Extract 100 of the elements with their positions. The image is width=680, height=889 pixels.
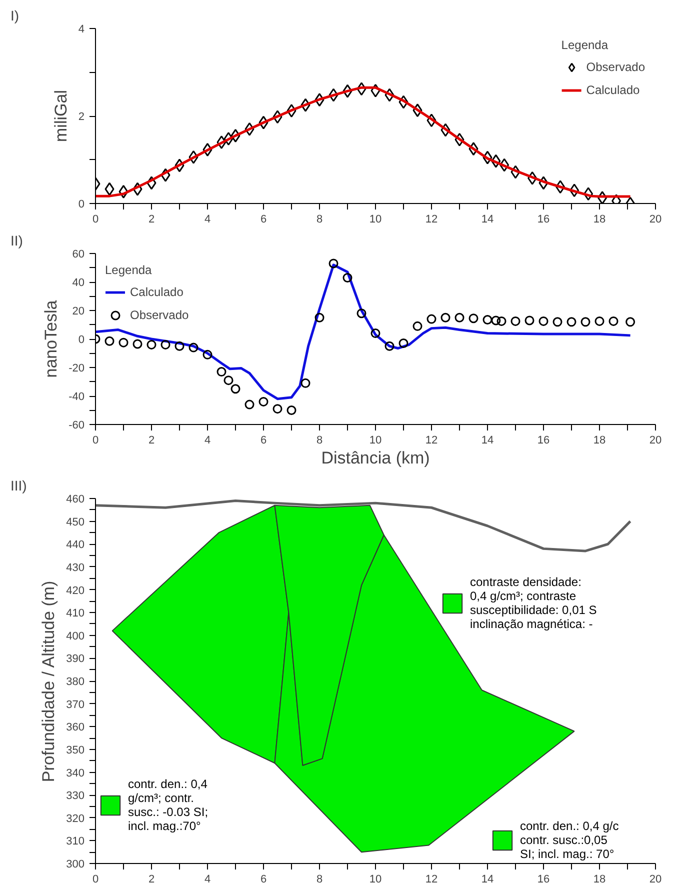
chart-title: I) (10, 8, 20, 24)
point (370, 84, 380, 98)
point (314, 312, 324, 322)
point (538, 176, 548, 190)
point (202, 142, 212, 156)
point (398, 95, 408, 109)
point (538, 316, 548, 326)
y-tick-label: 440 (66, 539, 85, 552)
legend-label: contraste densidade: 0,4 g/cm³; contraste susceptibilidade: 0,01 S inclinação magnética: - (470, 575, 597, 631)
x-tick-label: 12 (425, 874, 438, 886)
point (230, 384, 240, 394)
point (146, 176, 156, 190)
point (552, 317, 562, 327)
x-tick-label: 4 (204, 874, 211, 886)
point (510, 165, 520, 179)
x-tick-label: 10 (369, 214, 382, 226)
y-tick-label: -20 (68, 362, 85, 374)
point (556, 180, 566, 194)
y-tick-label: 400 (66, 630, 85, 642)
x-tick-label: 12 (425, 214, 438, 226)
y-tick-label: 460 (66, 494, 85, 506)
y-tick-label: 420 (66, 584, 85, 597)
point (272, 404, 282, 414)
point (482, 315, 492, 325)
y-tick-label: -40 (68, 391, 85, 403)
point (384, 341, 394, 351)
y-tick-label: 300 (66, 858, 85, 870)
point (328, 88, 338, 102)
x-tick-label: 14 (481, 214, 494, 226)
x-tick-label: 0 (92, 874, 99, 886)
point (244, 122, 254, 136)
y-tick-label: 40 (72, 277, 85, 289)
y-axis-title: nanoTesla (42, 300, 61, 378)
y-tick-label: 360 (66, 722, 85, 734)
point (570, 184, 580, 198)
point (286, 406, 296, 415)
point (524, 316, 534, 326)
chart-title: II) (10, 232, 23, 248)
point (426, 114, 436, 128)
x-tick-label: 18 (593, 434, 606, 446)
y-tick-label: -60 (68, 420, 85, 432)
point (216, 136, 226, 149)
point (342, 84, 352, 98)
point (286, 104, 296, 118)
y-tick-label: 2 (78, 111, 85, 123)
point (224, 376, 234, 386)
point (584, 187, 594, 201)
y-axis-title: Profundidade / Altitude (m) (39, 580, 58, 782)
x-tick-label: 2 (148, 874, 155, 886)
y-tick-label: 0 (78, 334, 85, 346)
point (491, 316, 501, 326)
legend-label: contr. den.: 0,4 g/c contr. susc.:0,05 SI; incl. mag.: 70° (520, 819, 619, 861)
point (598, 191, 608, 204)
y-tick-label: 60 (72, 248, 85, 260)
x-axis-title: Distância (km) (321, 448, 430, 468)
x-tick-label: 16 (537, 874, 550, 886)
x-tick-label: 12 (425, 434, 438, 446)
point (258, 396, 268, 406)
legend-title: Legenda (105, 263, 153, 277)
x-tick-label: 4 (204, 214, 211, 226)
point (454, 312, 464, 322)
x-tick-label: 4 (204, 434, 211, 446)
point (104, 182, 114, 196)
x-tick-label: 14 (481, 874, 494, 886)
x-tick-label: 18 (593, 214, 606, 226)
y-axis-title: miliGal (51, 90, 70, 142)
point (300, 378, 310, 388)
point (258, 116, 268, 130)
x-tick-label: 0 (92, 434, 99, 446)
x-tick-label: 14 (481, 434, 494, 446)
x-tick-label: 20 (649, 874, 662, 886)
legend-label: Calculado (586, 83, 640, 97)
point (594, 316, 604, 326)
point (440, 312, 450, 322)
x-tick-label: 6 (260, 874, 267, 886)
y-tick-label: 430 (66, 562, 85, 574)
point (468, 142, 478, 156)
point (398, 338, 408, 348)
point (244, 400, 254, 410)
x-tick-label: 2 (148, 214, 155, 226)
point (608, 316, 618, 326)
point (104, 336, 114, 346)
y-tick-label: 4 (78, 24, 85, 36)
x-tick-label: 16 (537, 434, 550, 446)
y-tick-label: 330 (66, 790, 85, 802)
point (300, 98, 310, 112)
y-tick-label: 450 (66, 516, 85, 528)
x-tick-label: 0 (92, 214, 99, 226)
point (566, 317, 576, 327)
point (342, 272, 352, 282)
point (328, 258, 338, 268)
legend-title: Legenda (561, 38, 610, 52)
legend-label: contr. den.: 0,4 g/cm³; contr. susc.: -0.03 SI; incl. mag.:70° (128, 777, 208, 833)
legend-label: Observado (130, 308, 189, 322)
point (468, 314, 478, 324)
x-tick-label: 16 (537, 214, 550, 226)
point (356, 82, 366, 96)
y-tick-label: 380 (66, 676, 85, 688)
point (160, 168, 170, 182)
point (174, 341, 184, 351)
